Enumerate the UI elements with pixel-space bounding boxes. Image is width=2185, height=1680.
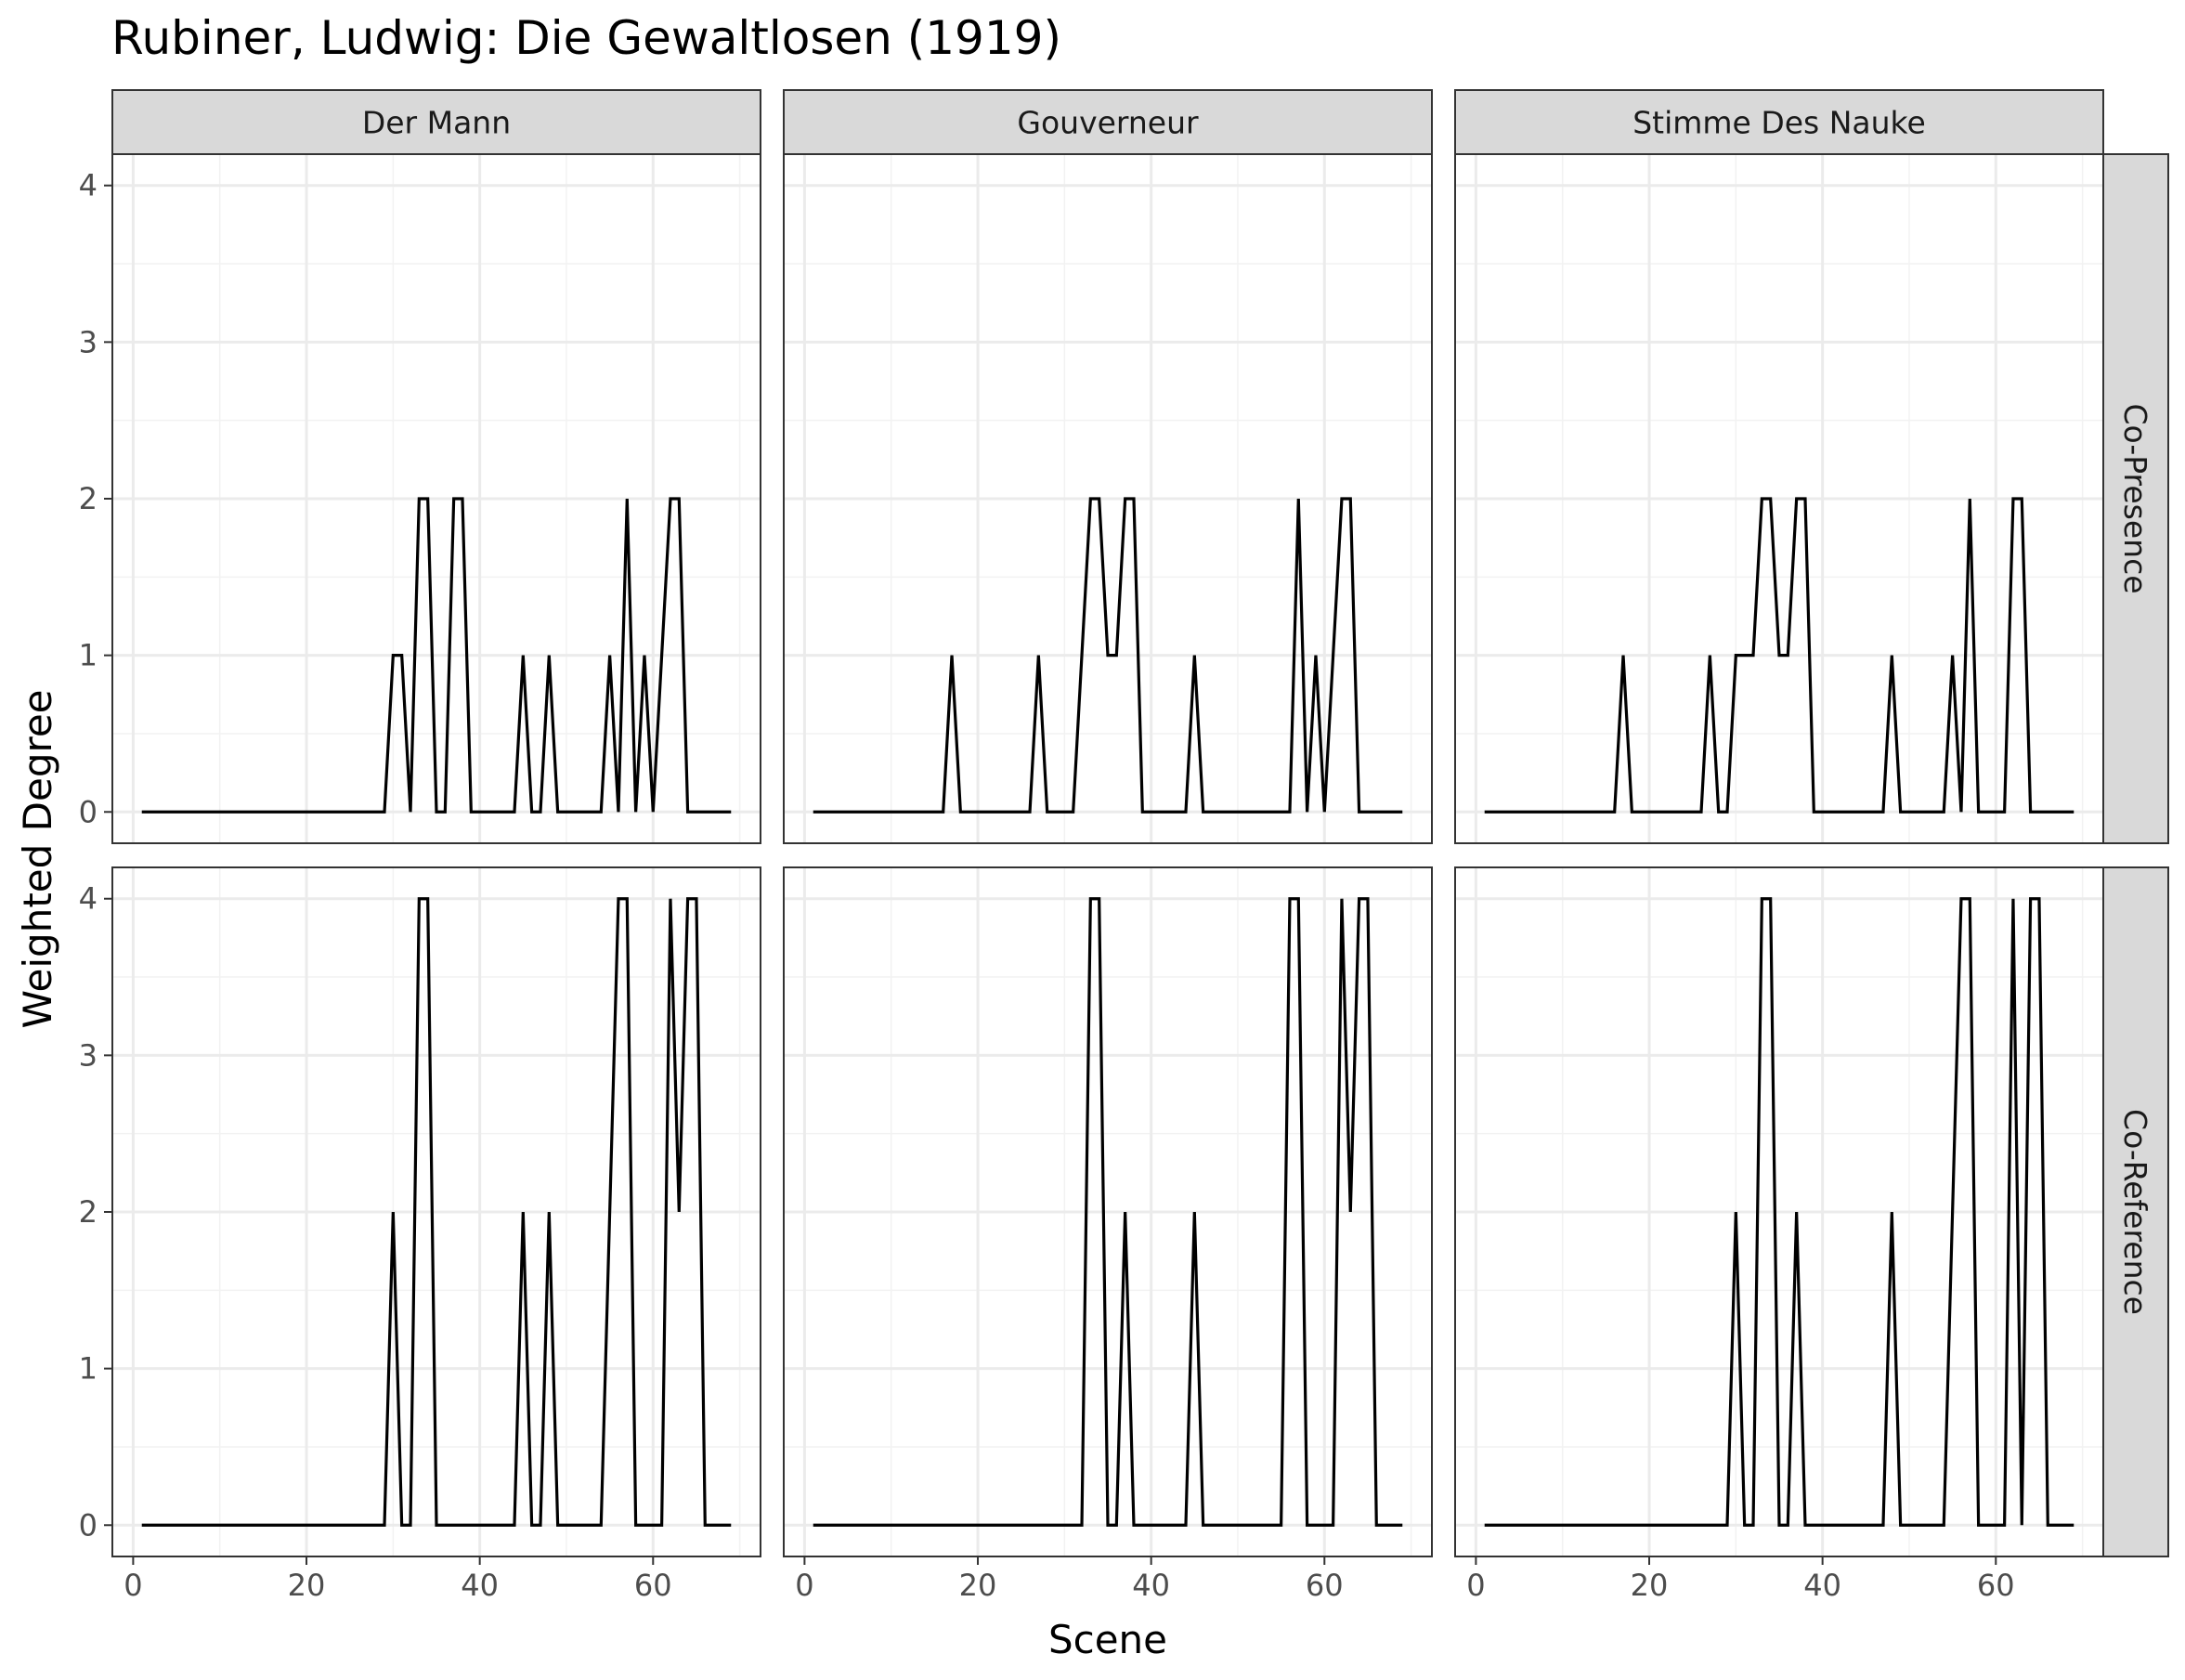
facet-panel [1454, 866, 2104, 1557]
facet-strip-column-label: Der Mann [362, 105, 511, 141]
y-tick-label: 1 [79, 1351, 98, 1387]
panel-border [783, 866, 1433, 1557]
x-tick-label: 20 [1631, 1568, 1669, 1603]
y-tick-label: 2 [79, 1194, 98, 1230]
x-axis-title: Scene [1048, 1617, 1167, 1662]
x-tick-label: 40 [1132, 1568, 1170, 1603]
facet-panel [111, 866, 761, 1557]
y-tick-label: 4 [79, 881, 98, 917]
y-tick-label: 2 [79, 481, 98, 516]
x-tick-label: 20 [288, 1568, 326, 1603]
x-tick-label: 60 [634, 1568, 672, 1603]
y-tick-label: 4 [79, 168, 98, 203]
x-tick-label: 40 [1803, 1568, 1841, 1603]
facet-strip-row [2102, 866, 2169, 1557]
y-axis-title: Weighted Degree [15, 689, 60, 1028]
panel-border [783, 153, 1433, 844]
series-line [141, 497, 732, 814]
y-tick-label: 0 [79, 794, 98, 829]
x-tick-label: 40 [461, 1568, 499, 1603]
facet-panel [783, 153, 1433, 844]
x-tick-label: 0 [1466, 1568, 1485, 1603]
series-line [141, 897, 732, 1527]
facet-strip-column-label: Gouverneur [1017, 105, 1199, 141]
facet-strip-column [1454, 89, 2104, 155]
y-tick-label: 0 [79, 1507, 98, 1543]
series-line [813, 497, 1403, 814]
y-tick-label: 3 [79, 324, 98, 359]
y-tick-label: 1 [79, 638, 98, 673]
facet-panel [1454, 153, 2104, 844]
facet-panel [111, 153, 761, 844]
facet-strip-column [783, 89, 1433, 155]
y-tick-label: 3 [79, 1037, 98, 1073]
facet-strip-row-label: Co-Reference [2117, 1109, 2153, 1315]
series-line [1484, 497, 2074, 814]
x-tick-label: 20 [959, 1568, 997, 1603]
x-tick-label: 0 [124, 1568, 142, 1603]
facet-panel [783, 866, 1433, 1557]
chart-title: Rubiner, Ludwig: Die Gewaltlosen (1919) [111, 11, 1061, 65]
x-tick-label: 0 [795, 1568, 813, 1603]
facet-strip-column [111, 89, 761, 155]
panels-layer: Der Mann Gouverneur Stimme Des Nauke Co-Pre… [79, 89, 2169, 1603]
x-tick-label: 60 [1977, 1568, 2015, 1603]
series-line [813, 897, 1403, 1527]
panel-border [1454, 153, 2104, 844]
facet-strip-column-label: Stimme Des Nauke [1632, 105, 1926, 141]
panel-border [1454, 866, 2104, 1557]
facet-strip-row-label: Co-Presence [2117, 403, 2153, 593]
facet-strip-row [2102, 153, 2169, 844]
series-line [1484, 897, 2074, 1527]
x-tick-label: 60 [1306, 1568, 1344, 1603]
